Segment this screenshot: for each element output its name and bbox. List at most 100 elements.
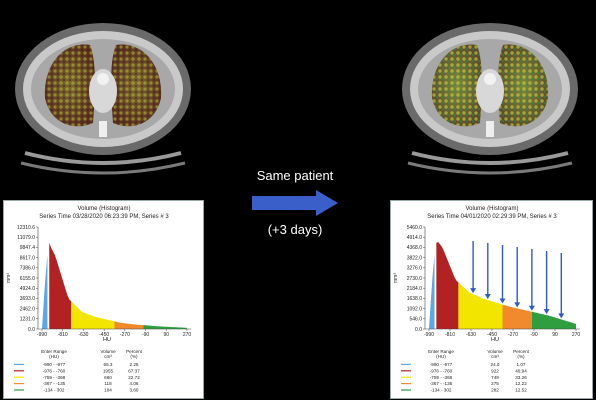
- table-cell-range: -134 - 302: [44, 388, 65, 393]
- table-cell-volume: 749: [491, 375, 499, 380]
- table-header: Enter Range: [41, 349, 67, 354]
- volume-histogram-day0: Volume (Histogram) Series Time 03/28/202…: [6, 206, 192, 393]
- y-tick-label: 3276.0: [407, 266, 423, 272]
- table-header-unit: cm³: [104, 354, 112, 359]
- y-tick-label: 6155.0: [20, 276, 36, 282]
- table-header-unit: (HU): [436, 354, 446, 359]
- table-cell-range: -367 - -135: [430, 381, 453, 386]
- same-patient-label: Same patient: [256, 168, 334, 183]
- table-cell-range: -134 - 302: [431, 388, 452, 393]
- x-tick-label: -270: [120, 332, 130, 338]
- table-cell-range: -367 - -135: [43, 381, 66, 386]
- down-arrow-head-icon: [514, 302, 521, 308]
- x-tick-label: -990: [37, 332, 47, 338]
- y-axis-label: mm³: [393, 273, 399, 283]
- x-tick-label: 270: [572, 332, 581, 338]
- band-ggo: [71, 301, 115, 329]
- table-cell-volume: 24.0: [491, 362, 500, 367]
- table-cell-volume: 118: [104, 381, 112, 386]
- histogram-panel-day3: Volume (Histogram) Series Time 04/01/202…: [390, 200, 593, 399]
- table-header-unit: cm³: [491, 354, 499, 359]
- table-header: Enter Range: [428, 349, 454, 354]
- y-tick-label: 5460.0: [407, 225, 423, 231]
- histogram-title: Volume (Histogram): [77, 206, 130, 212]
- y-tick-label: 0.0: [415, 327, 422, 333]
- band-low: [42, 254, 48, 329]
- band-normal: [436, 241, 459, 329]
- x-tick-label: 90: [552, 332, 558, 338]
- table-cell-range: -990 - -977: [430, 362, 453, 367]
- x-tick-label: -90: [142, 332, 149, 338]
- table-cell-volume: 660: [104, 375, 112, 380]
- table-header-unit: (%): [517, 354, 525, 359]
- y-tick-label: 3693.0: [20, 296, 36, 302]
- series-time: Series Time 04/01/2020 02:29:39 PM, Seri…: [427, 214, 557, 220]
- table-cell-percent: 12.52: [515, 388, 527, 393]
- x-tick-label: 90: [164, 332, 170, 338]
- table-cell-percent: 4.06: [130, 381, 139, 386]
- down-arrow-head-icon: [558, 313, 565, 319]
- table-cell-range: -759 - -368: [430, 375, 453, 380]
- y-tick-label: 2462.0: [20, 306, 36, 312]
- x-axis-label: HU: [491, 337, 499, 343]
- table-cell-range: -976 - -760: [430, 368, 453, 373]
- table-cell-range: -990 - -977: [43, 362, 66, 367]
- table-cell-percent: 12.22: [515, 381, 527, 386]
- histogram-title: Volume (Histogram): [465, 206, 518, 212]
- y-axis-label: mm³: [6, 273, 12, 283]
- table-cell-percent: 33.26: [515, 375, 527, 380]
- table-cell-volume: 282: [491, 388, 499, 393]
- table-cell-percent: 40.94: [515, 368, 527, 373]
- y-tick-label: 1231.0: [20, 317, 36, 323]
- y-tick-label: 546.0: [409, 317, 422, 323]
- table-cell-volume: 1955: [103, 368, 114, 373]
- x-tick-label: -990: [424, 332, 434, 338]
- y-tick-label: 1092.0: [407, 306, 423, 312]
- y-tick-label: 12310.6: [17, 225, 35, 231]
- table-cell-percent: 2.25: [130, 362, 139, 367]
- down-arrow-head-icon: [543, 309, 550, 315]
- y-tick-label: 7386.0: [20, 266, 36, 272]
- histogram-panel-day0: Volume (Histogram) Series Time 03/28/202…: [3, 200, 204, 399]
- band-dense: [143, 325, 187, 329]
- band-consolidation: [114, 321, 144, 329]
- y-tick-label: 1638.0: [407, 296, 423, 302]
- y-tick-label: 4924.0: [20, 286, 36, 292]
- table-cell-volume: 65.3: [104, 362, 113, 367]
- x-tick-label: 270: [183, 332, 192, 338]
- y-tick-label: 4914.0: [407, 235, 423, 241]
- x-tick-label: -90: [530, 332, 537, 338]
- table-header: Volume: [487, 349, 503, 354]
- band-low: [429, 254, 435, 329]
- band-normal: [49, 242, 71, 329]
- y-tick-label: 8617.0: [20, 255, 36, 261]
- band-ggo: [458, 282, 503, 329]
- x-axis-label: HU: [103, 337, 111, 343]
- comparison-arrow-block: Same patient (+3 days): [250, 165, 340, 245]
- down-arrow-head-icon: [484, 294, 491, 300]
- table-cell-percent: 22.72: [128, 375, 140, 380]
- x-tick-label: -450: [487, 332, 497, 338]
- table-cell-percent: 67.37: [128, 368, 140, 373]
- table-cell-range: -976 - -760: [43, 368, 66, 373]
- right-arrow-icon: [252, 190, 338, 216]
- x-tick-label: -630: [466, 332, 476, 338]
- y-tick-label: 4368.0: [407, 245, 423, 251]
- table-cell-volume: 275: [491, 381, 499, 386]
- table-header-unit: (HU): [49, 354, 59, 359]
- band-dense: [531, 311, 576, 329]
- table-cell-volume: 104: [104, 388, 112, 393]
- y-tick-label: 11079.0: [17, 235, 35, 241]
- table-cell-percent: 3.60: [130, 388, 139, 393]
- down-arrow-head-icon: [470, 288, 477, 294]
- y-tick-label: 2730.0: [407, 276, 423, 282]
- y-tick-label: 0.0: [28, 327, 35, 333]
- series-time: Series Time 03/28/2020 06:23:39 PM, Seri…: [39, 214, 169, 220]
- interval-label: (+3 days): [267, 222, 323, 237]
- down-arrow-head-icon: [528, 305, 535, 311]
- ct-scan-day0: [5, 3, 200, 196]
- x-tick-label: -450: [99, 332, 109, 338]
- table-cell-range: -759 - -368: [43, 375, 66, 380]
- y-tick-label: 3822.0: [407, 255, 423, 261]
- ct-scan-day3: [390, 3, 590, 196]
